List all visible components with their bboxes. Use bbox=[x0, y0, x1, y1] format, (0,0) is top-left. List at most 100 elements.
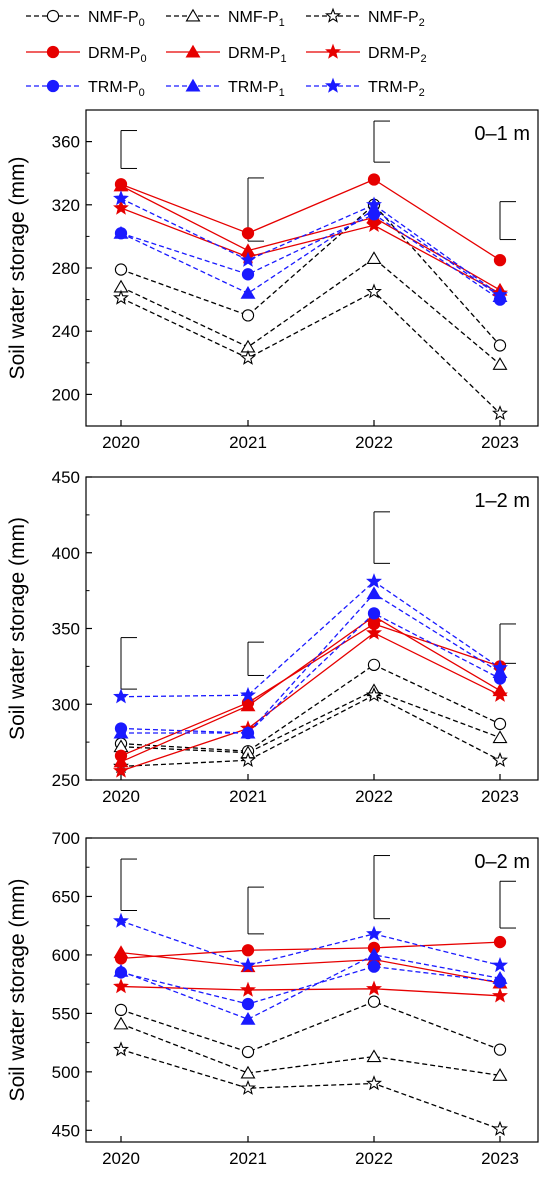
data-point-nmf-p1 bbox=[113, 1016, 129, 1030]
data-point-trm-p2 bbox=[366, 196, 382, 212]
data-point-nmf-p0 bbox=[367, 658, 381, 672]
data-point-nmf-p0 bbox=[241, 1045, 255, 1059]
x-tick-label: 2020 bbox=[102, 1149, 140, 1168]
data-point-trm-p1 bbox=[492, 971, 508, 984]
data-point-trm-p2 bbox=[240, 686, 256, 702]
y-tick-label: 280 bbox=[52, 259, 80, 278]
data-point-nmf-p0 bbox=[114, 263, 128, 276]
data-point-drm-p2 bbox=[113, 978, 129, 994]
y-tick-label: 700 bbox=[52, 829, 80, 848]
legend-label-subscript: 2 bbox=[419, 87, 425, 99]
data-point-nmf-p2 bbox=[492, 1120, 508, 1136]
data-point-nmf-p0 bbox=[114, 1003, 128, 1017]
y-axis-label: Soil water storage (mm) bbox=[6, 517, 29, 740]
data-point-drm-p2 bbox=[240, 981, 256, 997]
series-line-drm-p0 bbox=[120, 941, 501, 960]
legend-label-base: NMF-P bbox=[368, 9, 419, 26]
panel-depth-label: 0–2 m bbox=[474, 851, 530, 873]
legend-marker-nmf-p2 bbox=[325, 7, 341, 23]
legend-label-nmf-p0: NMF-P0 bbox=[88, 9, 145, 29]
legend-label-subscript: 2 bbox=[420, 53, 426, 65]
legend-label-trm-p0: TRM-P0 bbox=[88, 79, 145, 99]
data-point-trm-p1 bbox=[366, 586, 382, 600]
legend-label-base: NMF-P bbox=[228, 9, 279, 26]
series-line-trm-p2 bbox=[120, 580, 501, 698]
data-point-nmf-p1 bbox=[492, 730, 508, 744]
data-point-nmf-p0 bbox=[493, 339, 507, 352]
series-line-nmf-p2 bbox=[120, 694, 501, 768]
x-tick-label: 2022 bbox=[355, 1149, 393, 1168]
series-line-nmf-p1 bbox=[120, 689, 501, 754]
y-tick-label: 250 bbox=[52, 771, 80, 790]
panel-depth-label: 0–1 m bbox=[474, 123, 530, 145]
data-point-trm-p2 bbox=[492, 659, 508, 675]
series-line-nmf-p0 bbox=[120, 1001, 501, 1053]
legend-label-subscript: 1 bbox=[280, 53, 286, 65]
data-point-trm-p2 bbox=[366, 573, 382, 589]
series-line-drm-p1 bbox=[120, 615, 501, 763]
data-point-nmf-p0 bbox=[493, 1043, 507, 1056]
data-point-trm-p2 bbox=[492, 286, 508, 302]
data-point-nmf-p1 bbox=[240, 1065, 256, 1079]
legend-label-nmf-p2: NMF-P2 bbox=[368, 9, 425, 29]
data-point-trm-p0 bbox=[241, 997, 255, 1011]
data-point-drm-p2 bbox=[113, 762, 129, 778]
series-line-drm-p2 bbox=[120, 985, 501, 997]
data-point-drm-p0 bbox=[367, 173, 381, 186]
data-point-trm-p0 bbox=[241, 268, 255, 281]
series-line-drm-p1 bbox=[120, 951, 501, 984]
data-point-nmf-p2 bbox=[113, 289, 129, 305]
data-point-trm-p1 bbox=[240, 285, 256, 299]
data-point-trm-p2 bbox=[240, 957, 256, 973]
series-line-trm-p1 bbox=[121, 592, 501, 734]
legend-label-base: TRM-P bbox=[88, 79, 139, 96]
series-line-trm-p1 bbox=[120, 954, 501, 1020]
series-line-trm-p1 bbox=[120, 208, 501, 297]
panel-depth-label: 1–2 m bbox=[474, 490, 530, 512]
series-line-trm-p0 bbox=[120, 612, 501, 734]
legend-marker-trm-p1 bbox=[185, 78, 201, 92]
legend-label-subscript: 0 bbox=[140, 53, 146, 65]
data-point-trm-p2 bbox=[113, 190, 129, 206]
series-line-trm-p0 bbox=[120, 213, 501, 301]
legend-marker-nmf-p0 bbox=[46, 9, 60, 23]
data-point-trm-p0 bbox=[367, 607, 381, 620]
data-point-drm-p0 bbox=[493, 935, 507, 949]
series-line-nmf-p2 bbox=[120, 290, 501, 414]
y-tick-label: 350 bbox=[52, 620, 80, 639]
series-line-drm-p1 bbox=[120, 185, 501, 291]
legend-label-trm-p2: TRM-P2 bbox=[368, 79, 425, 99]
data-point-nmf-p0 bbox=[367, 995, 381, 1008]
data-point-trm-p2 bbox=[492, 957, 508, 973]
legend-label-base: DRM-P bbox=[228, 45, 280, 62]
data-point-trm-p2 bbox=[366, 925, 382, 941]
legend-label-subscript: 0 bbox=[139, 17, 145, 29]
y-tick-label: 240 bbox=[52, 322, 80, 341]
x-tick-label: 2022 bbox=[355, 433, 393, 452]
data-point-nmf-p2 bbox=[240, 349, 256, 365]
legend-label-subscript: 1 bbox=[279, 17, 285, 29]
legend-marker-drm-p0 bbox=[46, 45, 60, 59]
y-tick-label: 320 bbox=[52, 196, 80, 215]
x-tick-label: 2023 bbox=[481, 787, 519, 806]
x-tick-label: 2023 bbox=[481, 1149, 519, 1168]
legend-label-subscript: 1 bbox=[279, 87, 285, 99]
chart-panel-0-2m: 450 500 550 600 650 700 2020 2021 2022 2023 Soil w… bbox=[6, 829, 539, 1168]
data-point-trm-p2 bbox=[113, 912, 129, 928]
series-line-nmf-p1 bbox=[120, 257, 501, 365]
y-axis-label: Soil water storage (mm) bbox=[6, 879, 29, 1102]
data-point-trm-p1 bbox=[113, 725, 129, 739]
y-tick-label: 500 bbox=[52, 1063, 80, 1082]
legend-label-drm-p1: DRM-P1 bbox=[228, 45, 287, 65]
legend-label-base: NMF-P bbox=[88, 9, 139, 26]
legend-marker-trm-p2 bbox=[325, 77, 341, 93]
data-point-nmf-p2 bbox=[492, 405, 508, 421]
data-point-nmf-p1 bbox=[366, 1049, 382, 1063]
data-point-drm-p0 bbox=[241, 227, 255, 240]
data-point-nmf-p2 bbox=[492, 751, 508, 768]
data-point-nmf-p1 bbox=[492, 1068, 508, 1081]
data-point-trm-p1 bbox=[366, 947, 382, 961]
data-point-drm-p2 bbox=[366, 216, 382, 233]
y-tick-label: 300 bbox=[52, 695, 80, 714]
